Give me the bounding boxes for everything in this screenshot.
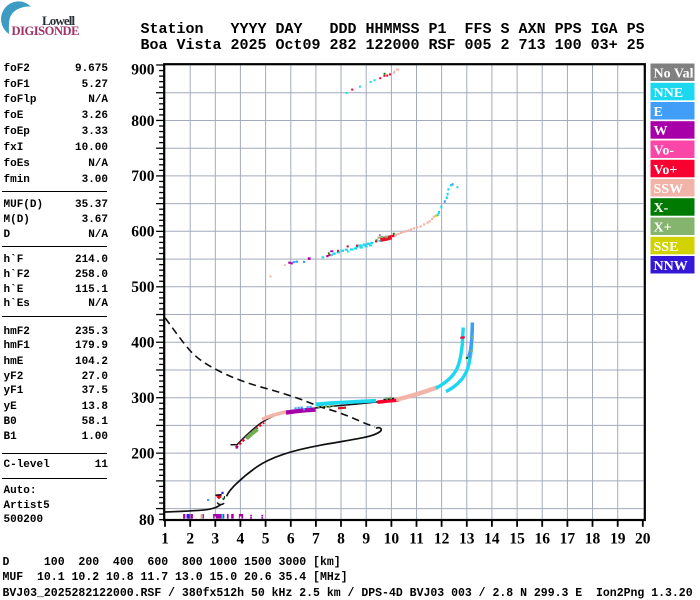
- svg-text:14: 14: [484, 531, 500, 548]
- svg-text:1: 1: [161, 531, 169, 548]
- svg-text:11: 11: [409, 531, 424, 548]
- svg-text:3: 3: [211, 531, 219, 548]
- svg-text:500: 500: [131, 279, 155, 296]
- svg-text:6: 6: [287, 531, 295, 548]
- svg-text:9: 9: [362, 531, 370, 548]
- svg-text:X-: X-: [654, 201, 669, 216]
- svg-text:600: 600: [131, 224, 155, 241]
- svg-text:13: 13: [459, 531, 475, 548]
- svg-text:NNW: NNW: [654, 259, 688, 274]
- svg-text:5: 5: [262, 531, 270, 548]
- svg-text:700: 700: [131, 168, 155, 185]
- svg-text:18: 18: [585, 531, 601, 548]
- svg-text:300: 300: [131, 390, 155, 407]
- svg-text:Vo-: Vo-: [654, 144, 675, 159]
- svg-text:10: 10: [384, 531, 400, 548]
- svg-text:4: 4: [237, 531, 245, 548]
- svg-text:X+: X+: [654, 221, 672, 236]
- svg-text:E: E: [654, 105, 663, 120]
- svg-text:15: 15: [509, 531, 525, 548]
- svg-text:19: 19: [610, 531, 626, 548]
- svg-text:SSE: SSE: [654, 240, 679, 255]
- svg-text:800: 800: [131, 113, 155, 130]
- svg-text:17: 17: [560, 531, 576, 548]
- svg-text:20: 20: [635, 531, 651, 548]
- svg-text:80: 80: [139, 512, 155, 529]
- svg-text:16: 16: [534, 531, 550, 548]
- svg-text:12: 12: [434, 531, 450, 548]
- svg-text:NNE: NNE: [654, 86, 684, 101]
- svg-text:200: 200: [131, 445, 155, 462]
- svg-text:SSW: SSW: [654, 182, 684, 197]
- svg-text:900: 900: [131, 61, 155, 78]
- svg-text:400: 400: [131, 335, 155, 352]
- svg-text:Vo+: Vo+: [654, 163, 678, 178]
- svg-text:8: 8: [337, 531, 345, 548]
- svg-text:7: 7: [312, 531, 320, 548]
- svg-text:W: W: [654, 124, 668, 139]
- svg-text:2: 2: [186, 531, 194, 548]
- svg-text:No Val: No Val: [654, 67, 694, 82]
